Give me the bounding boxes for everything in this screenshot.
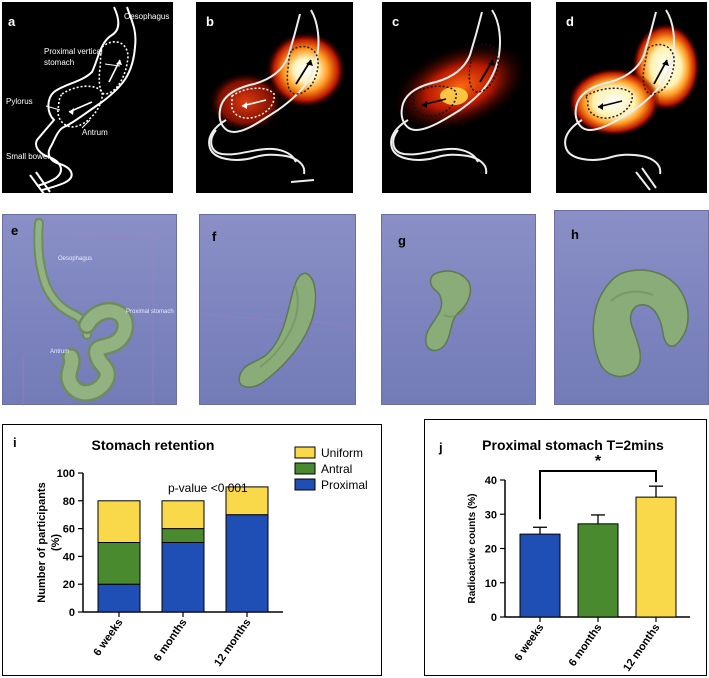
y-axis-label-line2: (%) [50,534,62,551]
y-tick-label: 20 [63,579,75,591]
panel-label-j: j [439,440,443,455]
bar-antral [97,542,141,585]
label-3d-antrum: Antrum [50,349,70,355]
legend-label-uniform: Uniform [321,446,363,460]
bar-proximal [97,583,141,613]
y-tick-label: 20 [485,544,497,556]
panel-label-d: d [566,14,574,29]
y-tick-label: 60 [63,524,75,536]
bar-uniform [225,486,269,516]
stomach-3d-model-g [425,270,472,352]
stomach-3d-model-f [204,272,351,388]
scintigraphy-proximal-image [208,9,346,183]
bar-1 [519,533,561,618]
x-tick-label: 12 months [621,622,662,674]
y-tick-label: 80 [63,496,75,508]
panel-g: g [381,214,536,405]
legend-swatch-uniform [294,446,316,459]
x-tick-label: 6 weeks [512,622,546,663]
bar-3 [635,496,677,618]
panel-label-f: f [212,229,217,244]
panel-a: a Oesophagus Proximal vertical stomach P… [2,2,173,193]
label-proximal-vertical-line2: stomach [44,58,75,67]
chart-title: Proximal stomach T=2mins [482,437,664,453]
legend-label-antral: Antral [321,462,352,476]
label-pylorus: Pylorus [6,97,33,106]
bar-antral [161,528,205,543]
bar-uniform [161,500,205,530]
panel-f: f [199,214,356,405]
panel-c: c [382,2,531,193]
p-value-annotation: p-value <0.001 [168,481,248,495]
panel-label-b: b [206,14,214,29]
bar-2 [577,523,619,618]
label-antrum: Antrum [82,128,108,137]
legend-label-proximal: Proximal [321,478,368,492]
legend-swatch-antral [294,462,316,475]
scintigraphy-diffuse-image [390,9,528,175]
panel-b: b [196,2,353,193]
y-axis-label-line1: Number of participants [36,482,48,602]
bar-proximal [161,542,205,613]
stomach-outline-diagram [29,6,137,193]
panel-label-e: e [11,223,19,238]
y-tick-label: 10 [485,578,497,590]
label-3d-oesophagus: Oesophagus [58,256,93,262]
label-3d-proximal-stomach: Proximal stomach [126,309,174,315]
significance-bracket [539,470,657,520]
y-tick-label: 40 [63,551,75,563]
label-small-bowel: Small bowel [6,152,50,161]
bar-chart-with-errors: Proximal stomach T=2mins 0 10 20 30 40 Radioac… [467,437,690,674]
panel-e: e Oesophagus Proximal stomach Antrum [2,214,177,406]
chart-stomach-retention: i Stomach retention 0 20 40 60 80 100 Number of… [2,424,382,676]
x-tick-label: 6 months [152,617,190,664]
y-tick-label: 40 [485,475,497,487]
y-axis-label: Radioactive counts (%) [467,493,478,603]
chart-title: Stomach retention [92,437,215,453]
stomach-3d-model-e [12,218,164,406]
significance-marker: * [595,453,602,470]
scintigraphy-uniform-image [564,9,700,191]
stacked-bar-chart: Stomach retention 0 20 40 60 80 100 Number of p… [36,437,368,669]
panel-label-h: h [571,227,579,242]
bar-uniform [97,500,141,544]
x-tick-label: 12 months [212,617,253,669]
y-tick-label: 100 [57,468,75,480]
label-proximal-vertical-line1: Proximal vertical [44,47,103,56]
y-tick-label: 0 [491,612,497,624]
panel-label-c: c [392,14,400,29]
chart-proximal-stomach: j Proximal stomach T=2mins 0 10 20 30 40 Radio… [424,419,707,676]
bar-proximal [225,514,269,613]
stomach-3d-model-h [592,269,689,378]
y-tick-label: 30 [485,509,497,521]
panel-label-a: a [8,14,16,29]
legend-swatch-proximal [294,478,316,491]
panel-label-i: i [13,435,17,450]
y-tick-label: 0 [69,607,75,619]
x-tick-label: 6 weeks [91,617,125,658]
panel-label-g: g [398,233,406,248]
panel-d: d [556,2,707,193]
panel-h: h [554,210,709,405]
x-tick-label: 6 months [567,622,605,669]
label-oesophagus: Oesophagus [124,12,170,21]
